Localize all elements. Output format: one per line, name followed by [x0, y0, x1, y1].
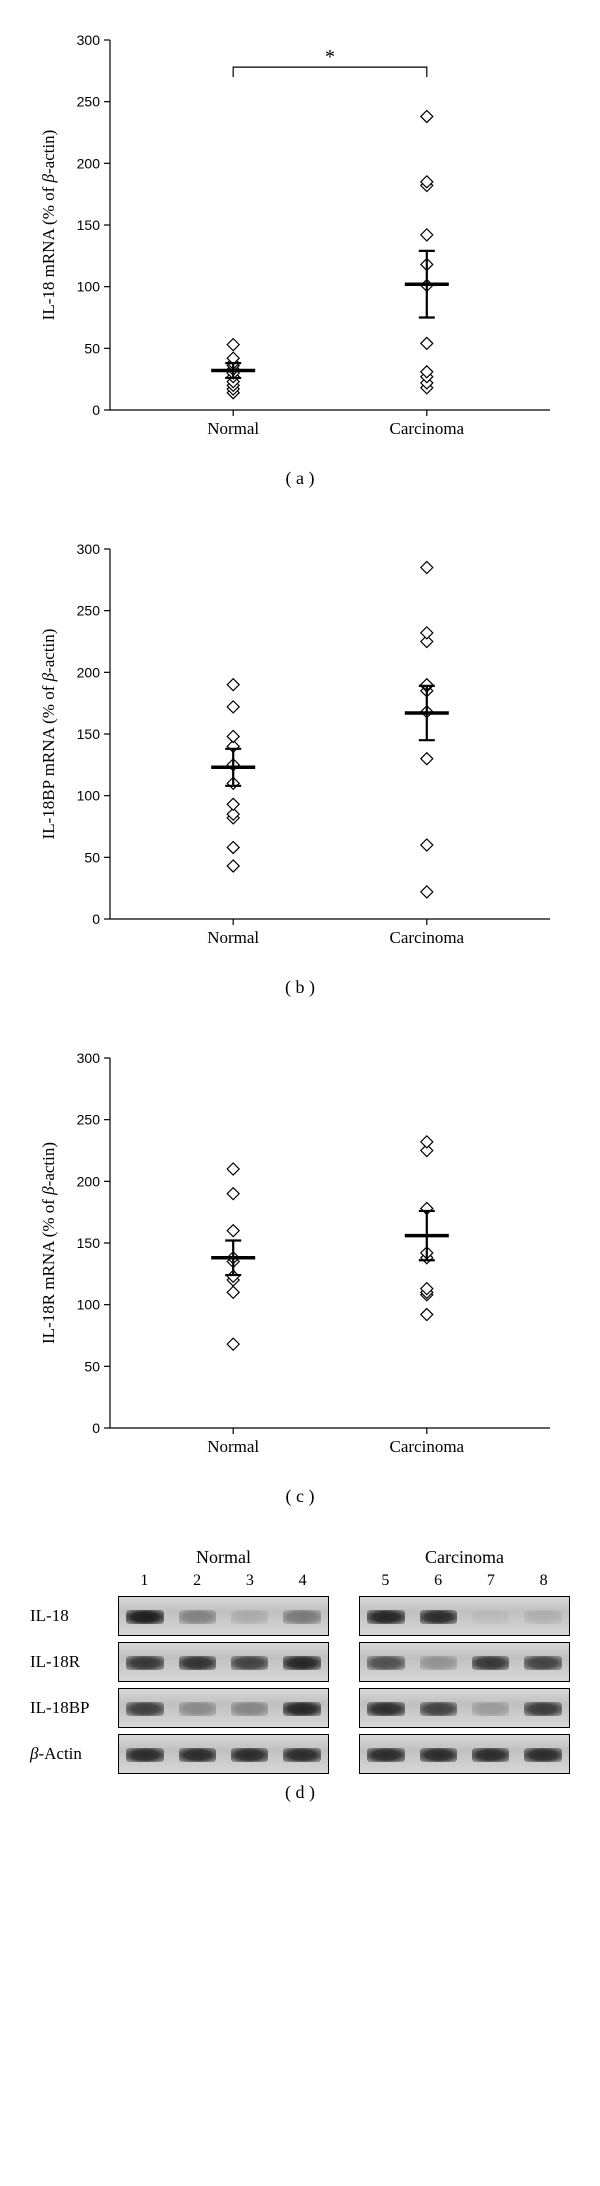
- gel-group: Carcinoma 5678: [359, 1547, 570, 1590]
- gel-lane-numbers: 5678: [359, 1572, 570, 1590]
- gel-boxes: [118, 1734, 570, 1774]
- chart-b: 0 50 100 150 200 250 300 IL-18BP mRNA (% of β-a…: [30, 529, 570, 969]
- gel-box: [359, 1734, 570, 1774]
- svg-text:50: 50: [84, 340, 100, 356]
- gel-row: β-Actin: [30, 1734, 570, 1774]
- svg-text:150: 150: [77, 726, 101, 742]
- svg-text:Carcinoma: Carcinoma: [390, 419, 465, 438]
- panel-b: 0 50 100 150 200 250 300 IL-18BP mRNA (% of β-a…: [30, 529, 570, 969]
- gel-box: [359, 1688, 570, 1728]
- gel-lane-numbers: 1234: [118, 1572, 329, 1590]
- svg-text:150: 150: [77, 1235, 101, 1251]
- gel-header: Normal 1234 Carcinoma 5678: [30, 1547, 570, 1590]
- gel-box: [359, 1596, 570, 1636]
- gel-group-title: Normal: [118, 1547, 329, 1568]
- gel-lane-number: 2: [171, 1572, 224, 1590]
- svg-text:100: 100: [77, 788, 101, 804]
- sublabel-d: ( d ): [285, 1782, 315, 1803]
- svg-text:Carcinoma: Carcinoma: [390, 928, 465, 947]
- svg-text:100: 100: [77, 279, 101, 295]
- panel-c: 0 50 100 150 200 250 300 IL-18R mRNA (% of β-ac…: [30, 1038, 570, 1478]
- gel-box: [118, 1596, 329, 1636]
- panel-a: 0 50 100 150 200 250 300 IL-18 mRNA (% of β-act…: [30, 20, 570, 460]
- svg-text:Normal: Normal: [207, 419, 259, 438]
- gel-row: IL-18: [30, 1596, 570, 1636]
- svg-text:250: 250: [77, 94, 101, 110]
- svg-text:300: 300: [77, 1050, 101, 1066]
- svg-text:250: 250: [77, 1112, 101, 1128]
- svg-text:50: 50: [84, 1358, 100, 1374]
- svg-text:50: 50: [84, 849, 100, 865]
- svg-text:100: 100: [77, 1297, 101, 1313]
- gel-row-label: β-Actin: [30, 1744, 118, 1764]
- sublabel-c: ( c ): [286, 1486, 315, 1507]
- gel-row: IL-18R: [30, 1642, 570, 1682]
- gel-box: [118, 1734, 329, 1774]
- gel-row-label: IL-18R: [30, 1652, 118, 1672]
- gel-lane-number: 3: [224, 1572, 277, 1590]
- panel-d-gel: Normal1234Carcinoma5678 IL-18IL-18RIL-18…: [30, 1547, 570, 1774]
- sublabel-b: ( b ): [285, 977, 315, 998]
- gel-group-title: Carcinoma: [359, 1547, 570, 1568]
- gel-group-headers: Normal 1234 Carcinoma 5678: [118, 1547, 570, 1590]
- gel-rows-container: IL-18 IL-18R IL-18BP β-Actin: [30, 1596, 570, 1774]
- svg-text:IL-18BP mRNA (% of β-actin): IL-18BP mRNA (% of β-actin): [39, 629, 58, 840]
- svg-text:0: 0: [92, 1420, 100, 1436]
- svg-text:Carcinoma: Carcinoma: [390, 1437, 465, 1456]
- svg-text:Normal: Normal: [207, 928, 259, 947]
- sublabel-a: ( a ): [286, 468, 315, 489]
- chart-c: 0 50 100 150 200 250 300 IL-18R mRNA (% of β-ac…: [30, 1038, 570, 1478]
- gel-lane-number: 8: [517, 1572, 570, 1590]
- gel-group: Normal 1234: [118, 1547, 329, 1590]
- svg-text:200: 200: [77, 155, 101, 171]
- gel-box: [118, 1642, 329, 1682]
- svg-text:250: 250: [77, 603, 101, 619]
- gel-boxes: [118, 1642, 570, 1682]
- svg-text:IL-18R mRNA (% of β-actin): IL-18R mRNA (% of β-actin): [39, 1142, 58, 1344]
- chart-a: 0 50 100 150 200 250 300 IL-18 mRNA (% of β-act…: [30, 20, 570, 460]
- svg-text:150: 150: [77, 217, 101, 233]
- svg-text:200: 200: [77, 1173, 101, 1189]
- svg-text:0: 0: [92, 402, 100, 418]
- gel-boxes: [118, 1596, 570, 1636]
- gel-lane-number: 5: [359, 1572, 412, 1590]
- svg-text:IL-18 mRNA (% of β-actin): IL-18 mRNA (% of β-actin): [39, 130, 58, 321]
- gel-lane-number: 6: [412, 1572, 465, 1590]
- gel-box: [118, 1688, 329, 1728]
- gel-lane-number: 1: [118, 1572, 171, 1590]
- gel-box: [359, 1642, 570, 1682]
- gel-boxes: [118, 1688, 570, 1728]
- svg-text:0: 0: [92, 911, 100, 927]
- gel-lane-number: 4: [276, 1572, 329, 1590]
- gel-row-label: IL-18BP: [30, 1698, 118, 1718]
- svg-text:Normal: Normal: [207, 1437, 259, 1456]
- gel-lane-number: 7: [465, 1572, 518, 1590]
- svg-text:200: 200: [77, 664, 101, 680]
- svg-text:*: *: [325, 46, 335, 68]
- gel-row-label: IL-18: [30, 1606, 118, 1626]
- figure: 050100150200250300IL-18 mRNA (% of β-act…: [0, 0, 600, 1823]
- svg-text:300: 300: [77, 32, 101, 48]
- svg-text:300: 300: [77, 541, 101, 557]
- gel-row: IL-18BP: [30, 1688, 570, 1728]
